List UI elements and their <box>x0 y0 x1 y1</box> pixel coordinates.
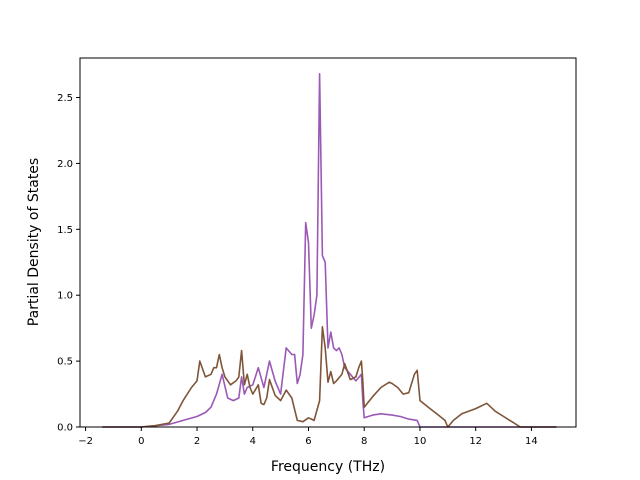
y-tick-label: 0.0 <box>57 423 73 434</box>
x-tick-label: 6 <box>305 436 311 447</box>
x-tick-label: 8 <box>361 436 367 447</box>
y-tick-label: 1.0 <box>57 291 73 302</box>
plot-lines <box>102 73 557 428</box>
x-tick-label: 12 <box>469 436 482 447</box>
y-tick-label: 0.5 <box>57 357 73 368</box>
x-axis-label: Frequency (THz) <box>271 459 385 475</box>
series-line-2 <box>102 325 557 428</box>
y-tick-label: 1.5 <box>57 225 73 236</box>
x-axis-ticks: −2 0 2 4 6 8 10 12 14 <box>78 427 538 447</box>
plot-frame <box>79 57 577 428</box>
y-axis-label: Partial Density of States <box>26 158 42 326</box>
x-tick-label: 4 <box>250 436 256 447</box>
x-tick-label: 10 <box>414 436 427 447</box>
x-tick-label: 2 <box>194 436 200 447</box>
series-line-1 <box>102 73 557 428</box>
x-tick-label: 0 <box>138 436 144 447</box>
y-tick-label: 2.0 <box>57 159 73 170</box>
x-tick-label: −2 <box>78 436 93 447</box>
y-axis-ticks: 0.0 0.5 1.0 1.5 2.0 2.5 <box>57 93 80 434</box>
x-tick-label: 14 <box>525 436 538 447</box>
y-tick-label: 2.5 <box>57 93 73 104</box>
